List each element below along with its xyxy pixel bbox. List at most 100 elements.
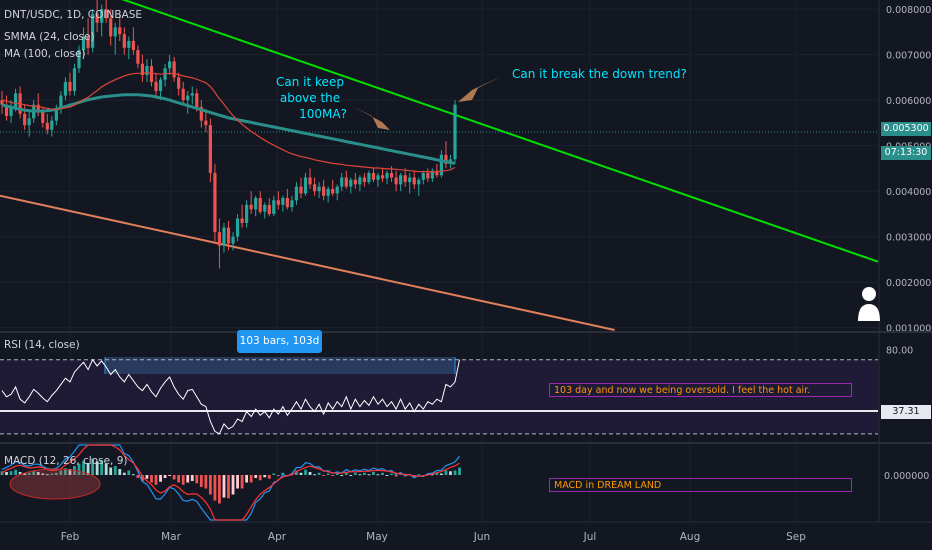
macd-histogram-bar xyxy=(299,472,303,475)
macd-histogram-bar xyxy=(304,469,307,475)
candle xyxy=(249,191,253,214)
candle xyxy=(140,54,145,82)
candle-body xyxy=(335,186,339,194)
candle xyxy=(158,77,163,101)
candle-body xyxy=(326,188,330,196)
candle-body xyxy=(408,177,412,183)
time-axis-label: Feb xyxy=(61,531,80,543)
symbol-title[interactable]: DNT/USDC, 1D, COINBASE xyxy=(4,9,143,21)
candle xyxy=(299,177,303,198)
ma-legend[interactable]: MA (100, close) xyxy=(4,48,86,60)
candle-body xyxy=(63,81,68,96)
candle-body xyxy=(0,100,4,105)
macd-histogram-bar xyxy=(353,472,357,475)
price-panel[interactable] xyxy=(0,0,879,331)
candle xyxy=(213,163,217,242)
macd-histogram-bar xyxy=(127,470,131,475)
candle-body xyxy=(290,200,294,208)
candle-body xyxy=(263,204,267,212)
candle-body xyxy=(23,113,27,126)
candle-body xyxy=(353,179,357,185)
macd-panel[interactable]: MACD (12, 26, close, 9) xyxy=(0,444,461,521)
candle-body xyxy=(100,9,104,23)
candle-body xyxy=(222,227,226,246)
smma-legend[interactable]: SMMA (24, close) xyxy=(4,31,95,43)
candle-body xyxy=(145,66,149,76)
grid-lines xyxy=(0,0,878,522)
candle-body xyxy=(104,9,108,19)
candle xyxy=(136,45,140,69)
candle xyxy=(294,182,299,205)
candle-body xyxy=(4,104,9,117)
time-axis-label: Mar xyxy=(161,531,181,543)
macd-histogram-bar xyxy=(199,475,203,487)
macd-histogram-bar xyxy=(23,473,27,475)
annotation-keep-above: Can it keep above the 100MA? xyxy=(265,74,355,122)
smma-line xyxy=(1,72,456,173)
macd-histogram-bar xyxy=(141,475,144,481)
price-axis-label: 0.002000 xyxy=(886,278,931,289)
candle xyxy=(181,81,185,105)
macd-histogram-bar xyxy=(249,475,253,483)
candle-body xyxy=(91,13,95,48)
time-axis-label: Sep xyxy=(786,531,806,543)
candle xyxy=(145,59,149,82)
candle-body xyxy=(294,186,299,201)
lower-trend-line xyxy=(0,194,615,331)
countdown-label: 07:13:30 xyxy=(881,146,931,160)
candle xyxy=(254,195,258,217)
macd-histogram-bar xyxy=(50,473,54,475)
annotation-line-1: Can it keep xyxy=(276,75,344,89)
candle xyxy=(371,168,376,183)
candle-body xyxy=(231,236,235,244)
candle xyxy=(113,22,117,55)
macd-histogram-bar xyxy=(458,467,461,475)
candle xyxy=(290,195,294,212)
candle xyxy=(353,172,357,189)
macd-histogram-bar xyxy=(331,475,335,476)
candle-body xyxy=(453,104,457,160)
candle-body xyxy=(50,120,54,130)
candle xyxy=(435,163,439,178)
candle-body xyxy=(362,177,366,183)
macd-histogram-bar xyxy=(358,474,362,476)
candle xyxy=(217,218,222,269)
candle-body xyxy=(376,175,380,180)
macd-highlight-ellipse xyxy=(9,468,101,500)
candle-body xyxy=(9,106,13,117)
macd-note[interactable]: MACD in DREAM LAND xyxy=(549,478,852,492)
candle-body xyxy=(412,177,416,185)
rsi-note[interactable]: 103 day and now we being oversold. I fee… xyxy=(549,383,852,397)
candle xyxy=(172,56,176,82)
candle xyxy=(421,170,425,185)
candle xyxy=(303,172,308,196)
macd-histogram-bar xyxy=(258,475,262,481)
candle xyxy=(186,91,190,114)
candle xyxy=(77,45,81,73)
macd-histogram-bar xyxy=(172,475,176,480)
candle-body xyxy=(249,204,253,210)
macd-histogram-bar xyxy=(32,471,36,475)
macd-histogram-bar xyxy=(245,475,249,483)
signal-line xyxy=(1,444,460,521)
candle-body xyxy=(154,81,158,92)
arrow-keep-above xyxy=(352,106,390,130)
annotation-break-trend: Can it break the down trend? xyxy=(512,67,687,81)
macd-histogram-bar xyxy=(344,472,348,475)
candle-body xyxy=(36,104,40,112)
macd-histogram-bar xyxy=(254,475,258,478)
macd-histogram-bar xyxy=(68,469,72,475)
measure-label[interactable]: 103 bars, 103d xyxy=(237,330,322,353)
candle xyxy=(326,186,330,203)
time-axis-label: Aug xyxy=(680,531,701,543)
candle-body xyxy=(86,36,90,48)
down-trend-line xyxy=(121,0,879,263)
macd-histogram-bar xyxy=(154,475,158,485)
person-icon[interactable] xyxy=(856,285,882,323)
candle xyxy=(204,109,208,132)
candle-body xyxy=(399,175,403,185)
candle xyxy=(122,27,126,55)
